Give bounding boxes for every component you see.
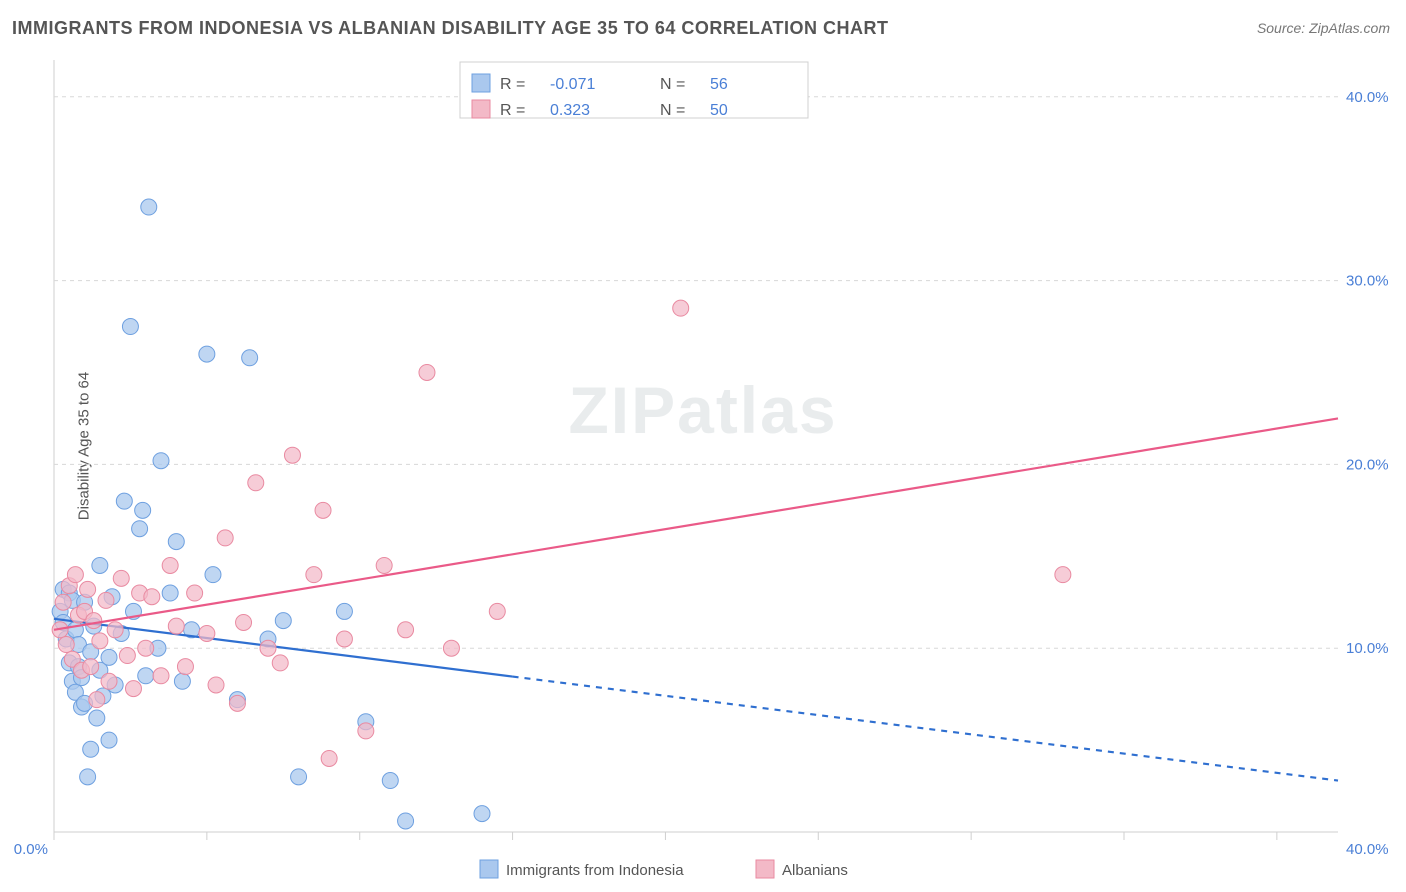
data-point xyxy=(174,673,190,689)
legend-swatch xyxy=(472,74,490,92)
data-point xyxy=(83,659,99,675)
data-point xyxy=(153,453,169,469)
data-point xyxy=(132,521,148,537)
data-point xyxy=(162,557,178,573)
data-point xyxy=(398,622,414,638)
data-point xyxy=(275,613,291,629)
data-point xyxy=(236,614,252,630)
data-point xyxy=(217,530,233,546)
corr-r-value: 0.323 xyxy=(550,102,590,119)
y-tick-label: 10.0% xyxy=(1346,640,1389,657)
corr-r-label: R = xyxy=(500,102,525,119)
data-point xyxy=(89,710,105,726)
data-point xyxy=(153,668,169,684)
data-point xyxy=(80,581,96,597)
data-point xyxy=(162,585,178,601)
data-point xyxy=(242,350,258,366)
data-point xyxy=(229,695,245,711)
data-point xyxy=(80,769,96,785)
data-point xyxy=(86,613,102,629)
data-point xyxy=(306,567,322,583)
data-point xyxy=(199,346,215,362)
legend-swatch xyxy=(756,860,774,878)
data-point xyxy=(315,502,331,518)
legend-label: Albanians xyxy=(782,862,848,879)
corr-n-value: 56 xyxy=(710,76,728,93)
data-point xyxy=(122,319,138,335)
corr-n-label: N = xyxy=(660,76,685,93)
data-point xyxy=(89,692,105,708)
data-point xyxy=(177,659,193,675)
data-point xyxy=(419,364,435,380)
legend-swatch xyxy=(480,860,498,878)
data-point xyxy=(443,640,459,656)
data-point xyxy=(92,557,108,573)
corr-n-value: 50 xyxy=(710,102,728,119)
data-point xyxy=(101,649,117,665)
corr-r-value: -0.071 xyxy=(550,76,595,93)
y-tick-label: 30.0% xyxy=(1346,273,1389,290)
data-point xyxy=(673,300,689,316)
data-point xyxy=(67,567,83,583)
data-point xyxy=(199,625,215,641)
legend-label: Immigrants from Indonesia xyxy=(506,862,684,879)
data-point xyxy=(141,199,157,215)
legend-swatch xyxy=(472,100,490,118)
data-point xyxy=(92,633,108,649)
data-point xyxy=(125,681,141,697)
data-point xyxy=(135,502,151,518)
x-origin-label: 0.0% xyxy=(14,841,48,858)
data-point xyxy=(489,603,505,619)
data-point xyxy=(107,622,123,638)
data-point xyxy=(55,594,71,610)
data-point xyxy=(101,732,117,748)
data-point xyxy=(321,750,337,766)
data-point xyxy=(284,447,300,463)
data-point xyxy=(248,475,264,491)
data-point xyxy=(138,640,154,656)
data-point xyxy=(58,637,74,653)
data-point xyxy=(116,493,132,509)
data-point xyxy=(83,741,99,757)
x-right-label: 40.0% xyxy=(1346,841,1389,858)
data-point xyxy=(260,640,276,656)
data-point xyxy=(168,618,184,634)
data-point xyxy=(358,723,374,739)
data-point xyxy=(113,570,129,586)
data-point xyxy=(205,567,221,583)
trendline-dashed xyxy=(513,677,1338,781)
chart-container: { "title": "IMMIGRANTS FROM INDONESIA VS… xyxy=(0,0,1406,892)
data-point xyxy=(208,677,224,693)
data-point xyxy=(336,603,352,619)
data-point xyxy=(187,585,203,601)
y-tick-label: 20.0% xyxy=(1346,456,1389,473)
trendline-solid xyxy=(54,418,1338,629)
data-point xyxy=(398,813,414,829)
data-point xyxy=(382,773,398,789)
data-point xyxy=(376,557,392,573)
y-tick-label: 40.0% xyxy=(1346,89,1389,106)
data-point xyxy=(119,648,135,664)
data-point xyxy=(1055,567,1071,583)
scatter-plot: 10.0% 20.0% 30.0% 40.0% 0.0% 40.0% R = -0.071 N … xyxy=(0,0,1406,892)
data-point xyxy=(474,806,490,822)
data-point xyxy=(272,655,288,671)
data-point xyxy=(291,769,307,785)
data-point xyxy=(144,589,160,605)
data-point xyxy=(168,534,184,550)
data-point xyxy=(101,673,117,689)
corr-r-label: R = xyxy=(500,76,525,93)
data-point xyxy=(67,622,83,638)
data-point xyxy=(98,592,114,608)
data-point xyxy=(138,668,154,684)
corr-n-label: N = xyxy=(660,102,685,119)
data-point xyxy=(336,631,352,647)
